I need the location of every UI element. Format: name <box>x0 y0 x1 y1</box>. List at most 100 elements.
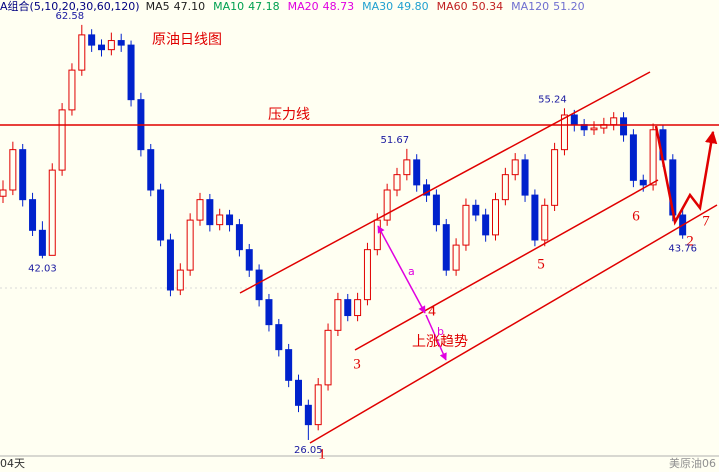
candle-body <box>48 169 56 256</box>
legend-value: 47.18 <box>248 0 280 13</box>
candle-body <box>0 189 7 197</box>
candle-body <box>334 299 342 331</box>
candle-body <box>570 114 578 126</box>
price-label: 55.24 <box>538 94 567 105</box>
trend-line-lower <box>309 204 718 444</box>
candle-body <box>78 34 86 71</box>
candle-body <box>29 199 37 231</box>
candle-body <box>363 249 371 301</box>
arrow-a <box>377 225 426 314</box>
candle-body <box>255 269 263 301</box>
candle-body <box>383 189 391 221</box>
candle-body <box>295 379 302 406</box>
legend: MA5 47.10 MA10 47.18 MA20 48.73 MA30 49.80 MA60 5… <box>146 0 585 13</box>
candle-body <box>432 194 440 226</box>
legend-value: 49.80 <box>397 0 429 13</box>
legend-value: 47.10 <box>174 0 206 13</box>
candle-body <box>560 114 568 151</box>
candle-body <box>639 179 647 186</box>
candle-body <box>541 204 549 241</box>
candle-body <box>492 199 499 236</box>
candle-body <box>196 199 204 221</box>
candle-body <box>226 214 234 226</box>
legend-name: MA5 <box>146 0 170 13</box>
candle-body <box>629 134 637 181</box>
candle-body <box>373 219 381 251</box>
candle-body <box>314 384 322 426</box>
candle-body <box>501 174 509 201</box>
candle-body <box>235 224 243 251</box>
price-label: 26.05 <box>294 445 323 456</box>
candle-body <box>58 109 66 171</box>
wave-label: 7 <box>702 213 710 229</box>
candle-body <box>88 34 96 46</box>
candle-body <box>157 189 165 241</box>
candle-body <box>166 239 174 291</box>
price-label: 62.58 <box>55 11 84 22</box>
candle-body <box>462 204 470 246</box>
candle-body <box>452 244 460 271</box>
legend-title: A组合(5,10,20,30,60,120) <box>0 0 140 13</box>
candle-body <box>442 224 450 271</box>
candle-body <box>610 117 618 126</box>
legend-value: 50.34 <box>472 0 504 13</box>
label-a: a <box>408 265 415 278</box>
legend-name: MA30 <box>362 0 393 13</box>
candle-body <box>521 159 529 196</box>
candle-body <box>68 69 76 111</box>
candles <box>0 24 687 440</box>
candle-body <box>9 149 17 191</box>
legend-name: MA120 <box>511 0 549 13</box>
price-label: 42.03 <box>28 263 57 274</box>
candle-body <box>304 404 312 426</box>
candle-body <box>620 117 628 136</box>
candle-body <box>206 199 214 226</box>
candle-body <box>117 40 125 46</box>
trend-line-upper <box>239 71 651 294</box>
footer-right: 美原油06 <box>669 456 716 470</box>
label-b: b <box>437 325 444 338</box>
wave-label: 2 <box>686 233 694 249</box>
candle-body <box>403 159 411 176</box>
legend-name: MA10 <box>213 0 244 13</box>
trend-line-middle <box>354 179 659 351</box>
trend-label: 上涨趋势 <box>412 334 468 350</box>
candle-body <box>265 299 273 326</box>
candle-body <box>38 229 46 256</box>
candle-body <box>19 149 27 201</box>
candle-body <box>590 127 598 131</box>
candle-body <box>649 129 657 186</box>
candle-body <box>413 159 421 186</box>
candle-body <box>147 149 155 191</box>
legend-name: MA60 <box>437 0 468 13</box>
candle-body <box>344 299 352 317</box>
candle-body <box>285 349 293 381</box>
candle-body <box>531 194 539 241</box>
candle-body <box>324 329 332 386</box>
candle-body <box>245 249 253 271</box>
candle-body <box>186 219 194 271</box>
candle-body <box>107 40 115 51</box>
wave-label: 4 <box>428 303 436 319</box>
candle-body <box>275 324 283 351</box>
wave-label: 1 <box>318 446 326 462</box>
price-label: 43.76 <box>668 244 697 255</box>
wave-label: 3 <box>353 356 361 372</box>
arrow-b <box>425 314 447 361</box>
price-label: 51.67 <box>381 135 410 146</box>
forecast-arrow <box>654 125 718 226</box>
candle-body <box>98 44 105 51</box>
legend-name: MA20 <box>288 0 319 13</box>
candle-body <box>482 214 490 236</box>
wave-label: 5 <box>537 256 545 272</box>
candle-body <box>216 214 224 226</box>
candle-body <box>393 174 401 191</box>
candle-body <box>127 44 135 101</box>
chart-title: 原油日线图 <box>152 32 222 48</box>
pressure-label: 压力线 <box>268 107 310 123</box>
candle-body <box>511 159 519 176</box>
candle-body <box>472 204 480 216</box>
candle-body <box>354 299 362 317</box>
